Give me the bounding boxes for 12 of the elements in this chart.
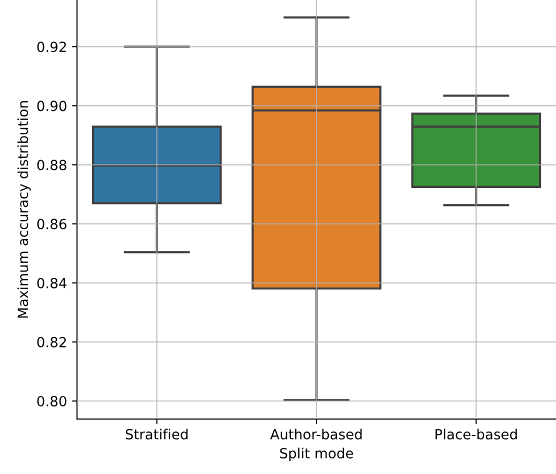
y-axis-title: Maximum accuracy distribution: [17, 101, 31, 318]
x-tick-label: Stratified: [126, 428, 188, 440]
y-tick-label: 0.82: [37, 336, 66, 348]
y-tick-label: 0.80: [37, 396, 66, 406]
x-tick-label: Place-based: [436, 428, 517, 440]
y-tick-label: 0.90: [37, 100, 66, 112]
y-tick-label: 0.84: [37, 278, 67, 288]
y-tick-label: 0.88: [37, 160, 66, 170]
x-axis-title: Split mode: [280, 448, 354, 462]
x-tick-label: Author-based: [270, 428, 362, 440]
y-tick-label: 0.92: [37, 42, 66, 52]
y-tick-label: 0.86: [37, 218, 66, 230]
